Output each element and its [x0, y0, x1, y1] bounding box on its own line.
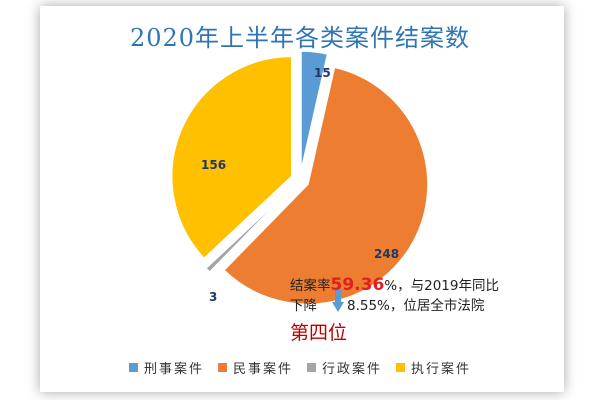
data-label-criminal: 15: [314, 66, 331, 80]
pie-slice-enforcement: [170, 55, 293, 260]
annotation-decline-value: 8.55%，位居全市法院: [347, 298, 485, 314]
legend-label-administrative: 行政案件: [322, 362, 383, 377]
legend-item-administrative: 行政案件: [307, 358, 382, 377]
legend-swatch-civil: [217, 363, 227, 372]
legend-swatch-criminal: [128, 363, 138, 372]
rank-text: 第四位: [290, 322, 348, 344]
data-label-administrative: 3: [209, 290, 218, 304]
pie-slice-civil: [222, 66, 429, 306]
legend-item-criminal: 刑事案件: [128, 358, 204, 377]
annotation-line-1: 结案率59.36%，与2019年同比: [290, 275, 499, 296]
legend-swatch-administrative: [307, 363, 316, 372]
data-label-enforcement: 156: [201, 158, 227, 172]
annotation-rate-prefix: 结案率: [290, 278, 331, 294]
legend-label-civil: 民事案件: [232, 362, 293, 377]
down-arrow-icon: [332, 290, 344, 312]
legend-item-enforcement: 执行案件: [396, 358, 471, 377]
annotation-rate-suffix: %，与2019年同比: [384, 278, 499, 294]
data-label-civil: 248: [374, 247, 400, 261]
legend-label-enforcement: 执行案件: [411, 362, 472, 377]
annotation-decline-prefix: 下降: [290, 298, 317, 314]
legend-item-civil: 民事案件: [217, 358, 293, 377]
chart-legend: 刑事案件 民事案件 行政案件 执行案件: [0, 358, 600, 377]
annotation-line-2: 下降 8.55%，位居全市法院: [290, 296, 499, 316]
legend-label-criminal: 刑事案件: [143, 362, 204, 377]
annotation-rate-value: 59.36: [330, 275, 385, 295]
pie-slice-criminal: [300, 50, 329, 172]
pie-slice-administrative: [204, 185, 295, 274]
chart-title: 2020年上半年各类案件结案数: [129, 24, 471, 52]
annotation-text: 结案率59.36%，与2019年同比 下降 8.55%，位居全市法院: [290, 275, 499, 316]
legend-swatch-enforcement: [396, 363, 406, 372]
